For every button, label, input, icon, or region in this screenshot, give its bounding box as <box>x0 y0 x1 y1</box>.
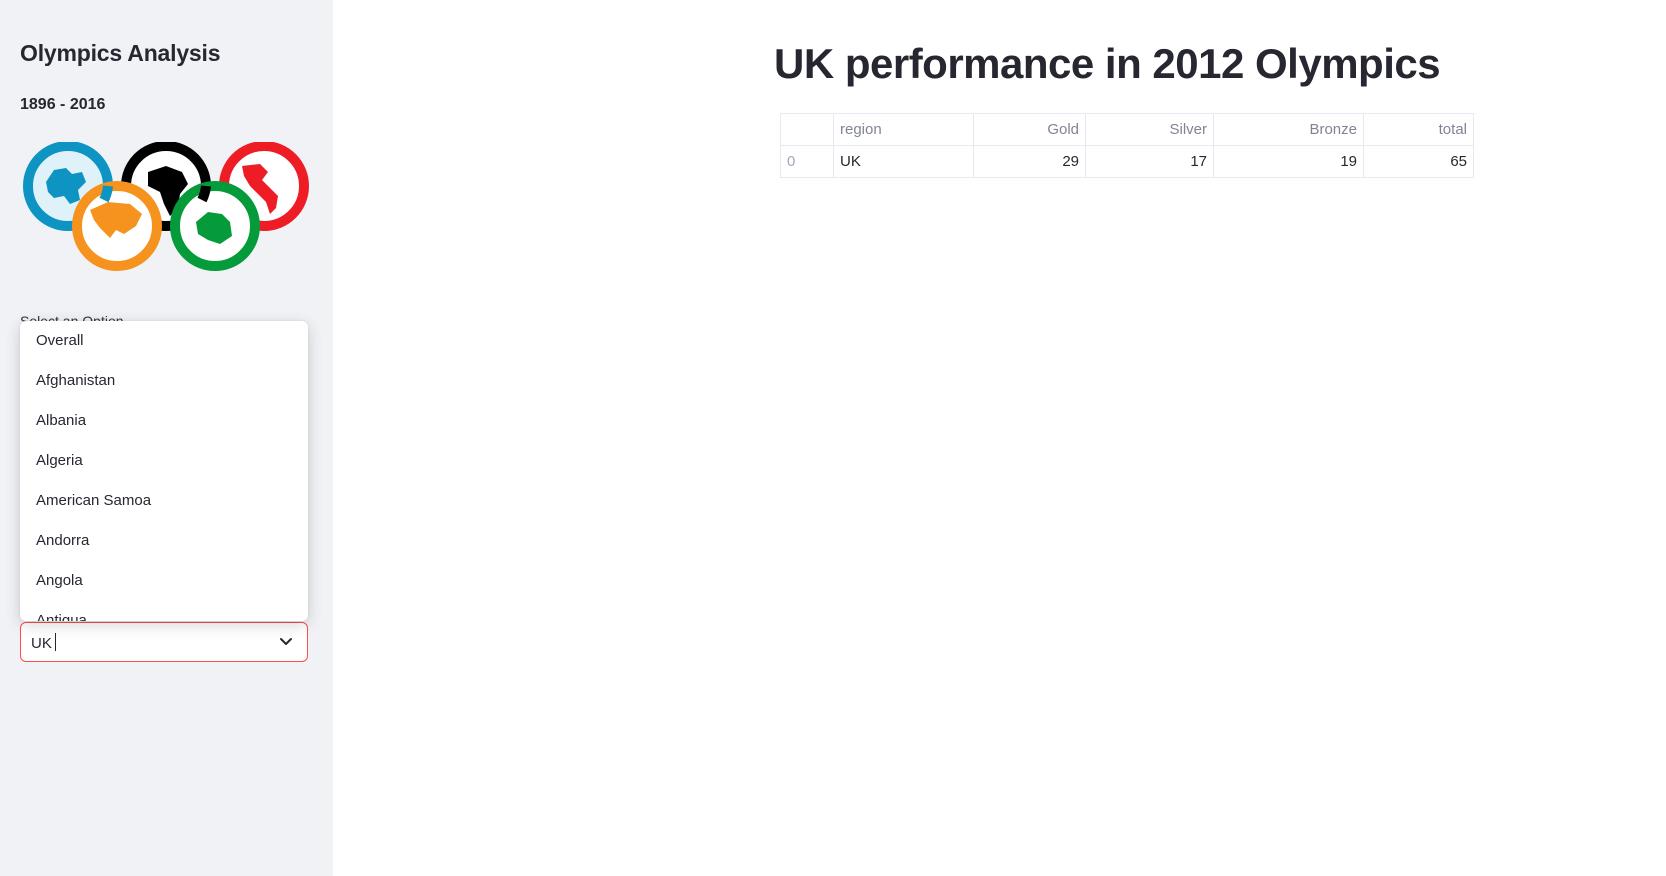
dropdown-option-overall[interactable]: Overall <box>36 332 84 349</box>
header-silver[interactable]: Silver <box>1085 113 1214 146</box>
table-header-row: region Gold Silver Bronze total <box>780 113 1474 146</box>
medal-table: region Gold Silver Bronze total 0 UK 29 … <box>780 113 1474 178</box>
table-row: 0 UK 29 17 19 65 <box>780 145 1474 178</box>
dropdown-option-angola[interactable]: Angola <box>36 572 83 589</box>
dropdown-option-algeria[interactable]: Algeria <box>36 452 83 469</box>
select-value-text: UK <box>31 635 52 652</box>
header-bronze[interactable]: Bronze <box>1213 113 1364 146</box>
cell-region: UK <box>833 145 974 178</box>
cell-index: 0 <box>780 145 834 178</box>
text-caret <box>54 633 56 651</box>
dropdown-option-albania[interactable]: Albania <box>36 412 87 429</box>
dropdown-option-american-samoa[interactable]: American Samoa <box>36 492 152 509</box>
olympic-rings-logo <box>23 142 309 271</box>
header-region[interactable]: region <box>833 113 974 146</box>
cell-silver: 17 <box>1085 145 1214 178</box>
cell-bronze: 19 <box>1213 145 1364 178</box>
country-dropdown-menu[interactable]: Overall Afghanistan Albania Algeria Amer… <box>20 321 308 621</box>
header-gold[interactable]: Gold <box>973 113 1086 146</box>
select-current-value[interactable]: UK <box>31 633 56 652</box>
dropdown-option-antigua[interactable]: Antigua <box>36 612 87 621</box>
chevron-down-icon[interactable] <box>279 636 293 648</box>
sidebar: Olympics Analysis 1896 - 2016 Select an … <box>0 0 333 876</box>
app-title: Olympics Analysis <box>20 40 221 66</box>
header-index[interactable] <box>780 113 834 146</box>
dropdown-option-afghanistan[interactable]: Afghanistan <box>36 372 116 389</box>
dropdown-option-andorra[interactable]: Andorra <box>36 532 90 549</box>
cell-total: 65 <box>1363 145 1474 178</box>
country-select-input[interactable]: UK <box>20 622 308 662</box>
page-title: UK performance in 2012 Olympics <box>774 40 1441 87</box>
cell-gold: 29 <box>973 145 1086 178</box>
header-total[interactable]: total <box>1363 113 1474 146</box>
year-range: 1896 - 2016 <box>20 96 106 113</box>
